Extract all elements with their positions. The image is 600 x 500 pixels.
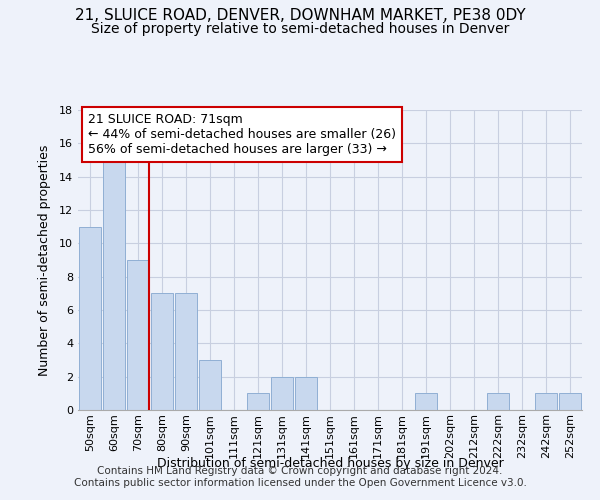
Y-axis label: Number of semi-detached properties: Number of semi-detached properties <box>38 144 50 376</box>
Text: Size of property relative to semi-detached houses in Denver: Size of property relative to semi-detach… <box>91 22 509 36</box>
Bar <box>415 394 437 410</box>
Bar <box>487 394 509 410</box>
Text: 21, SLUICE ROAD, DENVER, DOWNHAM MARKET, PE38 0DY: 21, SLUICE ROAD, DENVER, DOWNHAM MARKET,… <box>74 8 526 22</box>
Bar <box>151 294 173 410</box>
Bar <box>175 294 197 410</box>
Bar <box>103 160 125 410</box>
Bar <box>295 376 317 410</box>
Bar <box>535 394 557 410</box>
Text: Distribution of semi-detached houses by size in Denver: Distribution of semi-detached houses by … <box>157 458 503 470</box>
Text: 21 SLUICE ROAD: 71sqm
← 44% of semi-detached houses are smaller (26)
56% of semi: 21 SLUICE ROAD: 71sqm ← 44% of semi-deta… <box>88 113 396 156</box>
Bar <box>559 394 581 410</box>
Bar <box>271 376 293 410</box>
Bar <box>79 226 101 410</box>
Text: Contains HM Land Registry data © Crown copyright and database right 2024.
Contai: Contains HM Land Registry data © Crown c… <box>74 466 526 487</box>
Bar <box>127 260 149 410</box>
Bar <box>247 394 269 410</box>
Bar <box>199 360 221 410</box>
